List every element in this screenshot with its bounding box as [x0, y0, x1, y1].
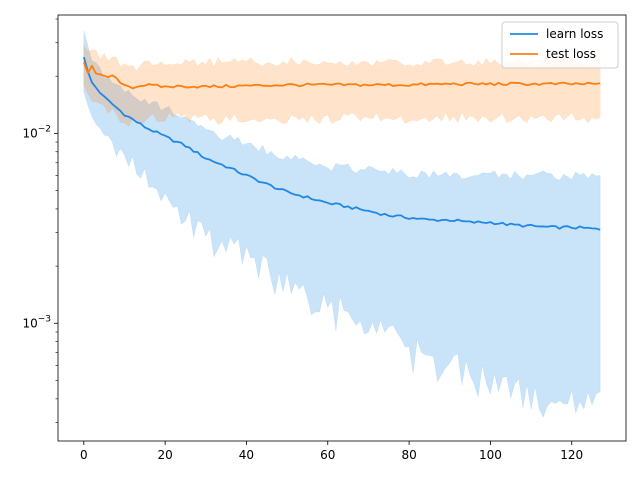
legend-label: learn loss	[546, 27, 603, 41]
x-tick-label: 60	[320, 448, 335, 462]
test-loss-band	[83, 44, 601, 127]
legend-label: test loss	[546, 47, 596, 61]
y-axis: 10−3 10−2	[22, 18, 58, 423]
x-tick-label: 120	[560, 448, 583, 462]
x-axis: 0 20 40 60 80 100 120	[80, 441, 583, 462]
learn-loss-band	[83, 30, 601, 418]
y-tick-label: 10−2	[22, 124, 51, 140]
x-tick-label: 0	[80, 448, 88, 462]
x-tick-label: 100	[479, 448, 502, 462]
confidence-bands	[83, 30, 601, 418]
plot-area	[58, 15, 626, 441]
legend[interactable]: learn loss test loss	[501, 21, 619, 69]
axes-frame	[57, 14, 627, 442]
learn-loss-line	[82, 56, 601, 231]
y-tick-label: 10−3	[22, 314, 51, 330]
test-loss-line	[82, 61, 601, 90]
x-tick-label: 40	[239, 448, 254, 462]
x-tick-label: 20	[157, 448, 172, 462]
x-tick-label: 80	[401, 448, 416, 462]
series-lines	[82, 56, 601, 231]
